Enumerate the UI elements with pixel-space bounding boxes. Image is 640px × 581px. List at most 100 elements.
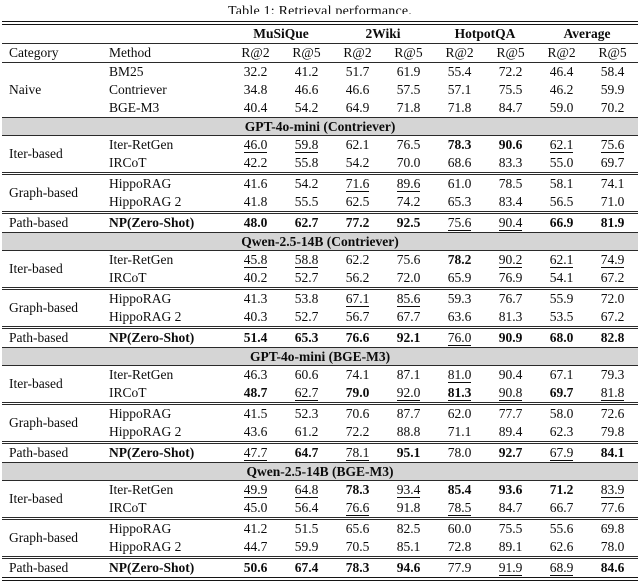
value-text: 59.3 bbox=[447, 291, 472, 306]
value-text: 55.5 bbox=[294, 194, 319, 209]
method-cell: HippoRAG 2 bbox=[109, 194, 182, 209]
value-cell: 75.5 bbox=[485, 81, 536, 99]
value-text: 67.2 bbox=[600, 309, 625, 324]
value-cell: 44.7 bbox=[230, 538, 281, 558]
table-row: Path-based NP(Zero-Shot) 51.4 65.3 76.6 92.1 7… bbox=[2, 327, 639, 348]
value-cell: 62.1 bbox=[536, 136, 587, 155]
value-text: 41.5 bbox=[243, 406, 268, 421]
value-cell: 76.9 bbox=[485, 269, 536, 289]
method-cell: NP(Zero-Shot) bbox=[109, 560, 195, 575]
category-header: Category bbox=[9, 45, 59, 60]
value-cell: 54.1 bbox=[536, 269, 587, 289]
value-text: 45.8 bbox=[243, 252, 268, 268]
value-cell: 41.2 bbox=[230, 519, 281, 539]
value-cell: 56.5 bbox=[536, 193, 587, 213]
value-cell: 59.8 bbox=[281, 136, 332, 155]
value-text: 69.7 bbox=[549, 385, 574, 400]
value-text: 65.6 bbox=[345, 521, 370, 536]
section-band-row: GPT-4o-mini (Contriever) bbox=[2, 117, 639, 136]
table-caption-text: Table 1: Retrieval performance. bbox=[227, 4, 413, 14]
value-cell: 89.6 bbox=[383, 174, 434, 194]
value-text: 77.9 bbox=[447, 560, 472, 575]
value-text: 90.8 bbox=[498, 385, 523, 401]
value-cell: 57.1 bbox=[434, 81, 485, 99]
value-text: 46.3 bbox=[243, 367, 268, 382]
value-cell: 81.0 bbox=[434, 366, 485, 385]
value-text: 76.9 bbox=[498, 270, 523, 285]
value-cell: 69.7 bbox=[587, 154, 638, 174]
value-cell: 76.7 bbox=[485, 289, 536, 309]
value-text: 92.5 bbox=[396, 215, 421, 230]
value-text: 48.0 bbox=[243, 215, 268, 230]
value-cell: 48.7 bbox=[230, 384, 281, 404]
value-cell: 90.8 bbox=[485, 384, 536, 404]
value-text: 52.7 bbox=[294, 270, 319, 285]
method-cell: IRCoT bbox=[109, 270, 147, 285]
table-row: Naive BM25 32.2 41.2 51.7 61.9 55.4 72.2 46.4 58.… bbox=[2, 63, 638, 97]
value-cell: 81.9 bbox=[587, 213, 638, 233]
value-cell: 72.6 bbox=[587, 404, 638, 424]
value-cell: 72.2 bbox=[485, 63, 536, 82]
value-text: 54.2 bbox=[294, 176, 319, 191]
value-cell: 76.6 bbox=[332, 328, 383, 348]
value-text: 81.0 bbox=[447, 367, 472, 383]
value-cell: 58.0 bbox=[536, 404, 587, 424]
section-band-label: Qwen-2.5-14B (Contriever) bbox=[2, 232, 639, 251]
value-text: 56.7 bbox=[345, 309, 370, 324]
category-cell: Iter-based bbox=[9, 491, 63, 506]
value-text: 71.1 bbox=[447, 424, 472, 439]
value-text: 51.5 bbox=[294, 521, 319, 536]
value-text: 46.6 bbox=[294, 82, 319, 97]
value-cell: 58.4 bbox=[587, 63, 638, 82]
value-cell: 65.6 bbox=[332, 519, 383, 539]
group-header: 2Wiki bbox=[365, 26, 401, 41]
value-cell: 81.8 bbox=[587, 384, 638, 404]
value-cell: 56.2 bbox=[332, 269, 383, 289]
value-text: 70.0 bbox=[396, 155, 421, 170]
value-cell: 60.0 bbox=[434, 519, 485, 539]
method-cell: Iter-RetGen bbox=[109, 482, 174, 497]
value-cell: 72.2 bbox=[332, 423, 383, 443]
value-cell: 43.6 bbox=[230, 423, 281, 443]
table-row: BGE-M3 40.4 54.2 64.9 71.8 71.8 84.7 59.0 70.2 bbox=[2, 99, 638, 118]
value-text: 59.9 bbox=[600, 82, 625, 97]
value-cell: 84.7 bbox=[485, 499, 536, 519]
value-cell: 66.9 bbox=[536, 213, 587, 233]
value-cell: 84.1 bbox=[587, 443, 638, 463]
table-head: MuSiQue 2Wiki HotpotQA Average Category Metho… bbox=[2, 23, 639, 63]
metric-header: R@2 bbox=[241, 45, 270, 60]
value-cell: 62.6 bbox=[536, 538, 587, 558]
value-cell: 91.9 bbox=[485, 558, 536, 580]
method-cell: Contriever bbox=[109, 82, 167, 97]
value-cell: 62.0 bbox=[434, 404, 485, 424]
value-text: 78.3 bbox=[345, 482, 370, 497]
value-cell: 90.6 bbox=[485, 136, 536, 155]
group-header-spacer bbox=[2, 23, 230, 44]
value-text: 65.3 bbox=[294, 330, 319, 345]
category-cell: Graph-based bbox=[9, 415, 78, 430]
section-band-row: Qwen-2.5-14B (Contriever) bbox=[2, 232, 639, 251]
value-text: 72.0 bbox=[600, 291, 625, 306]
value-cell: 57.5 bbox=[383, 81, 434, 99]
value-text: 40.4 bbox=[243, 100, 268, 115]
value-cell: 79.0 bbox=[332, 384, 383, 404]
method-cell: HippoRAG bbox=[109, 176, 172, 191]
value-cell: 92.1 bbox=[383, 328, 434, 348]
value-cell: 58.8 bbox=[281, 251, 332, 270]
value-text: 83.3 bbox=[498, 155, 523, 170]
value-text: 74.1 bbox=[600, 176, 625, 191]
value-text: 77.2 bbox=[345, 215, 370, 230]
value-cell: 56.7 bbox=[332, 308, 383, 328]
table-row: Graph-based HippoRAG 41.6 54.2 71.6 89.6 61.0 7… bbox=[2, 173, 639, 200]
value-text: 55.0 bbox=[549, 155, 574, 170]
value-cell: 55.8 bbox=[281, 154, 332, 174]
value-cell: 45.0 bbox=[230, 499, 281, 519]
value-text: 67.1 bbox=[549, 367, 574, 382]
value-cell: 55.6 bbox=[536, 519, 587, 539]
value-text: 74.1 bbox=[345, 367, 370, 382]
value-text: 41.2 bbox=[294, 64, 319, 79]
value-text: 57.1 bbox=[447, 82, 472, 97]
value-text: 94.6 bbox=[396, 560, 421, 575]
value-text: 92.0 bbox=[396, 385, 421, 401]
value-text: 62.1 bbox=[549, 252, 574, 268]
